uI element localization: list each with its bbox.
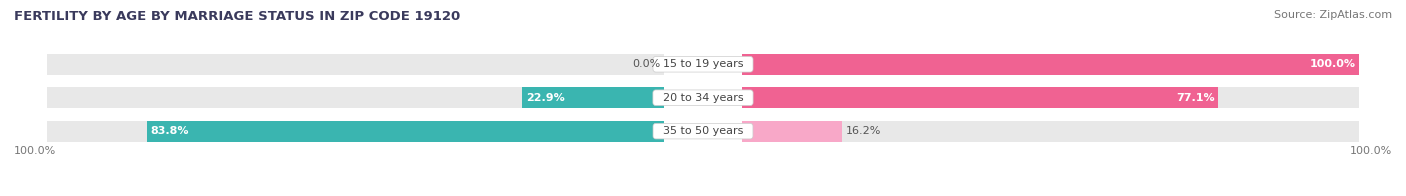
- Text: 35 to 50 years: 35 to 50 years: [655, 126, 751, 136]
- Bar: [523, 87, 664, 108]
- Text: 100.0%: 100.0%: [1310, 59, 1355, 69]
- Text: 20 to 34 years: 20 to 34 years: [655, 93, 751, 103]
- Text: 16.2%: 16.2%: [845, 126, 882, 136]
- Text: 83.8%: 83.8%: [150, 126, 188, 136]
- Bar: [742, 87, 1218, 108]
- Bar: [46, 121, 664, 142]
- Bar: [146, 121, 664, 142]
- Bar: [46, 87, 664, 108]
- Text: 100.0%: 100.0%: [14, 146, 56, 156]
- Bar: [742, 121, 1360, 142]
- Text: 22.9%: 22.9%: [526, 93, 564, 103]
- Text: 15 to 19 years: 15 to 19 years: [655, 59, 751, 69]
- Bar: [742, 121, 842, 142]
- Bar: [742, 54, 1360, 75]
- Bar: [742, 54, 1360, 75]
- Bar: [46, 54, 664, 75]
- Text: Source: ZipAtlas.com: Source: ZipAtlas.com: [1274, 10, 1392, 20]
- Text: 0.0%: 0.0%: [633, 59, 661, 69]
- Bar: [742, 87, 1360, 108]
- Text: FERTILITY BY AGE BY MARRIAGE STATUS IN ZIP CODE 19120: FERTILITY BY AGE BY MARRIAGE STATUS IN Z…: [14, 10, 460, 23]
- Text: 100.0%: 100.0%: [1350, 146, 1392, 156]
- Text: 77.1%: 77.1%: [1175, 93, 1215, 103]
